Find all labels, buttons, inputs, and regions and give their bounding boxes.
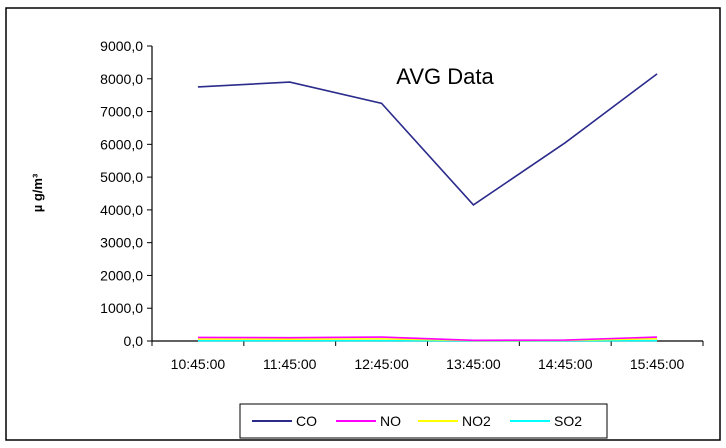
x-tick-label: 15:45:00 (630, 356, 685, 372)
y-tick-label: 6000,0 (100, 136, 143, 152)
y-tick-label: 7000,0 (100, 104, 143, 120)
y-axis-label: µ g/m³ (30, 173, 45, 212)
chart-title: AVG Data (396, 64, 494, 89)
y-ticks: 0,0 1000,0 2000,0 3000,0 4000,0 5000,0 6000,0 7… (100, 38, 152, 349)
series-line-no (197, 336, 658, 342)
y-tick-label: 2000,0 (100, 267, 143, 283)
legend: CO NO NO2 SO2 (252, 413, 582, 429)
y-tick-label: 9000,0 (100, 38, 143, 54)
y-tick-label: 5000,0 (100, 169, 143, 185)
y-tick-label: 1000,0 (100, 300, 143, 316)
y-tick-label: 4000,0 (100, 202, 143, 218)
series-line-co (197, 73, 658, 207)
y-tick-label: 3000,0 (100, 235, 143, 251)
legend-label-co: CO (296, 413, 317, 429)
chart-border (5, 7, 721, 441)
x-tick-label: 14:45:00 (538, 356, 593, 372)
y-tick-label: 8000,0 (100, 71, 143, 87)
x-tick-label: 12:45:00 (354, 356, 409, 372)
series-lines (197, 73, 658, 342)
x-ticks: 10:45:00 11:45:00 12:45:00 13:45:00 14:45:00… (151, 341, 704, 372)
x-tick-label: 11:45:00 (263, 356, 317, 372)
x-tick-label: 13:45:00 (446, 356, 501, 372)
legend-label-no: NO (380, 413, 401, 429)
x-tick-label: 10:45:00 (171, 356, 226, 372)
legend-label-so2: SO2 (554, 413, 582, 429)
legend-label-no2: NO2 (462, 413, 491, 429)
y-tick-label: 0,0 (124, 333, 144, 349)
